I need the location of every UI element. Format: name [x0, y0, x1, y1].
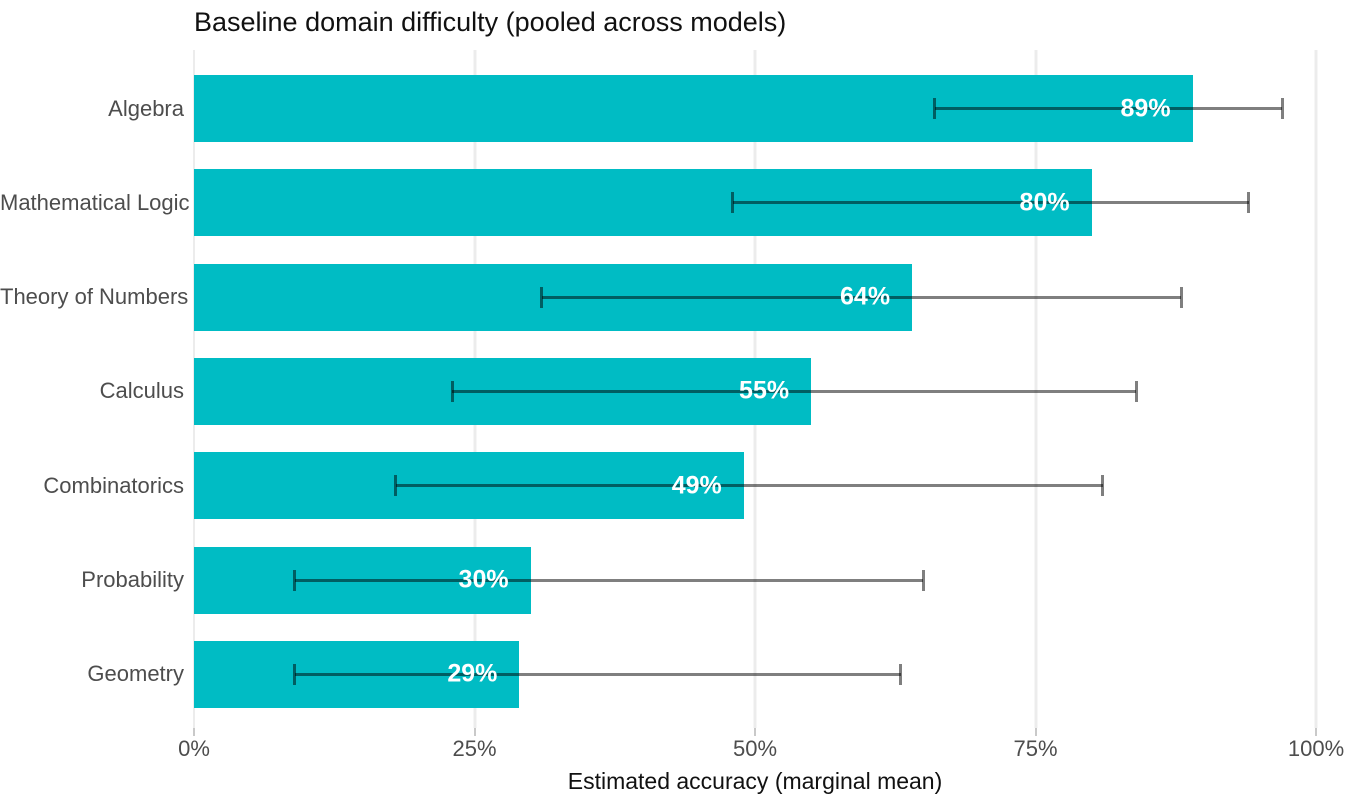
x-axis-title: Estimated accuracy (marginal mean) [567, 768, 943, 794]
error-bar-cap-left [450, 380, 454, 402]
bar-row-calculus: 55% Calculus [100, 357, 1316, 425]
error-bar-cap-left [293, 569, 297, 591]
error-bar-line [452, 389, 1137, 393]
error-bar-cap-right [1280, 98, 1284, 119]
bar-value-label: 64% [840, 282, 891, 311]
category-label: Probability [81, 567, 184, 592]
x-tick-label: 100% [1287, 736, 1345, 761]
error-bar-cap-left [293, 663, 297, 685]
plot-panel: 89% Algebra 80% Mathematical Logic 64% Theory… [0, 50, 1318, 736]
error-bar-cap-right [1134, 380, 1138, 402]
error-bar-cap-left [394, 475, 398, 497]
x-tick-label: 75% [1013, 736, 1058, 761]
error-bar-line [294, 672, 901, 676]
error-bar-line [395, 484, 1103, 488]
bar-value-label: 49% [671, 471, 722, 500]
bar-row-theory-of-numbers: 64% Theory of Numbers [0, 263, 1316, 331]
x-tick-mark-100% [1315, 728, 1317, 736]
bar-value-label: 89% [1120, 94, 1171, 122]
error-bar-cap-right [1179, 286, 1183, 308]
error-bar-cap-right [921, 569, 925, 591]
x-tick-label: 0% [178, 736, 210, 761]
error-bar-cap-left [731, 192, 735, 214]
x-tick-mark-50% [754, 728, 756, 736]
category-label: Algebra [108, 95, 184, 121]
chart-title: Baseline domain difficulty (pooled acros… [194, 7, 787, 37]
bar-value-label: 80% [1019, 188, 1070, 217]
category-label: Calculus [99, 378, 184, 404]
error-bar-line [294, 578, 924, 582]
bar-value-label: 30% [458, 565, 509, 594]
bar-row-probability: 30% Probability [81, 546, 1316, 614]
category-label: Combinatorics [43, 472, 184, 498]
x-tick-mark-25% [473, 728, 476, 736]
bar-value-label: 29% [447, 659, 498, 688]
error-bar-line [732, 201, 1249, 205]
error-bar-cap-left [933, 98, 937, 119]
bar-row-geometry: 29% Geometry [87, 640, 1316, 708]
x-tick-mark-75% [1034, 728, 1037, 736]
x-tick-label: 50% [732, 736, 778, 761]
error-bar-cap-right [899, 663, 903, 685]
bar-row-mathematical-logic: 80% Mathematical Logic [0, 169, 1316, 237]
error-bar-line [541, 295, 1182, 299]
bar-row-algebra: 89% Algebra [108, 75, 1316, 142]
category-label: Geometry [87, 661, 184, 687]
error-bar-cap-right [1247, 192, 1251, 214]
x-tick-label: 25% [452, 736, 497, 761]
error-bar-cap-right [1101, 475, 1105, 497]
bar-row-combinatorics: 49% Combinatorics [43, 452, 1316, 520]
category-label: Theory of Numbers [0, 284, 189, 310]
category-label: Mathematical Logic [0, 189, 190, 215]
error-bar-line [934, 107, 1283, 110]
gridline-75% [1034, 50, 1037, 728]
x-tick-mark-0% [193, 728, 195, 736]
gridline-100% [1314, 50, 1318, 728]
bar-value-label: 55% [739, 376, 790, 405]
error-bar-cap-left [540, 286, 544, 308]
